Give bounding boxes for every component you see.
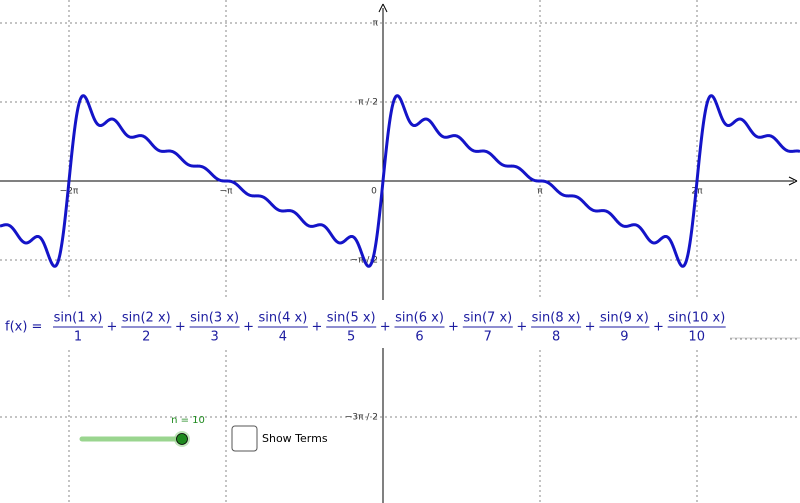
plus-operator: + [653, 320, 664, 335]
plus-operator: + [380, 320, 391, 335]
denominator: 6 [415, 330, 423, 345]
plus-operator: + [585, 320, 596, 335]
denominator: 1 [74, 330, 82, 345]
numerator: sin(4 x) [258, 311, 307, 326]
x-tick-label: 0 [371, 187, 377, 197]
fourier-curve [0, 94, 800, 268]
denominator: 7 [484, 330, 492, 345]
denominator: 3 [210, 330, 218, 345]
denominator: 8 [552, 330, 560, 345]
slider-knob[interactable] [176, 433, 188, 445]
numerator: sin(1 x) [54, 311, 103, 326]
plus-operator: + [516, 320, 527, 335]
numerator: sin(8 x) [532, 311, 581, 326]
plus-operator: + [175, 320, 186, 335]
plus-operator: + [311, 320, 322, 335]
formula: f(x) = sin(1 x) 1 + sin(2 x) 2 + sin(3 x) 3 + sin… [5, 311, 726, 345]
slider-label: n = 10 [171, 415, 205, 426]
x-axis-arrow [788, 176, 798, 186]
numerator: sin(2 x) [122, 311, 171, 326]
plus-operator: + [107, 320, 118, 335]
numerator: sin(9 x) [600, 311, 649, 326]
numerator: sin(10 x) [668, 311, 725, 326]
numerator: sin(3 x) [190, 311, 239, 326]
x-tick-label: π [537, 187, 543, 197]
plus-operator: + [243, 320, 254, 335]
numerator: sin(7 x) [463, 311, 512, 326]
y-tick-label: π / 2 [358, 98, 378, 108]
formula-lhs: f(x) = [5, 320, 42, 335]
denominator: 2 [142, 330, 150, 345]
x-tick-label: −π [220, 187, 234, 197]
numerator: sin(6 x) [395, 311, 444, 326]
denominator: 9 [620, 330, 628, 345]
checkbox-label[interactable]: Show Terms [262, 432, 328, 445]
y-tick-label: −3π / 2 [345, 413, 378, 423]
plus-operator: + [448, 320, 459, 335]
denominator: 4 [279, 330, 287, 345]
y-tick-label: π [373, 19, 379, 29]
formula-background [0, 300, 730, 348]
denominator: 5 [347, 330, 355, 345]
numerator: sin(5 x) [327, 311, 376, 326]
denominator: 10 [688, 330, 705, 345]
checkbox[interactable] [231, 425, 258, 452]
y-axis-arrow [378, 3, 388, 13]
